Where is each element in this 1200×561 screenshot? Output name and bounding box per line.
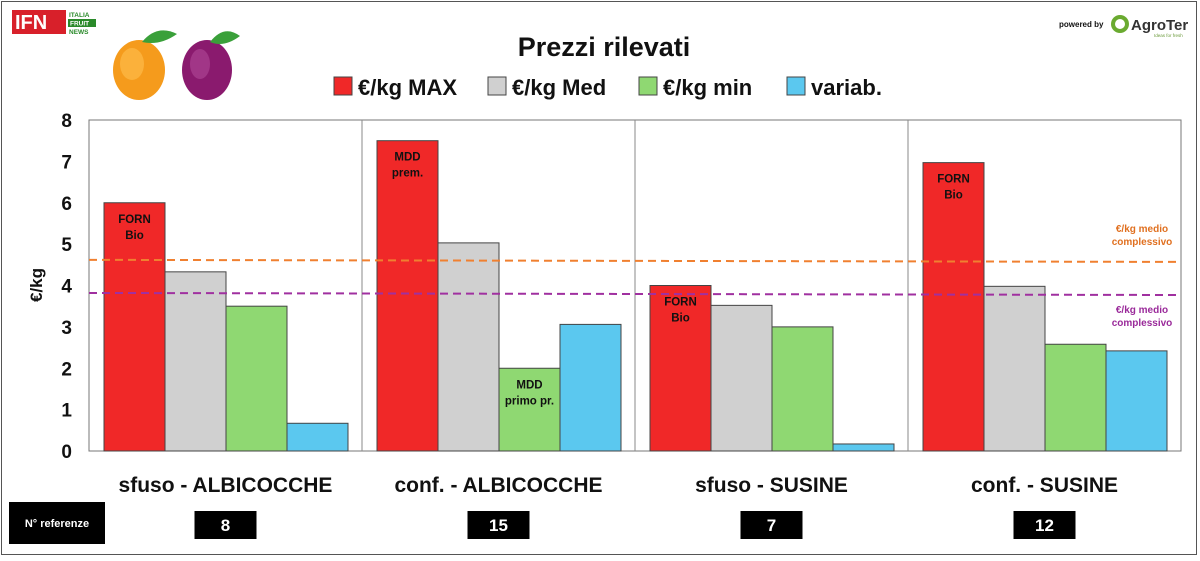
fruit-icon <box>113 30 240 100</box>
ifn-logo: IFN ITALIA FRUIT NEWS <box>12 10 96 36</box>
y-tick-label: 4 <box>61 277 72 298</box>
reference-count: 12 <box>1035 516 1054 535</box>
average-line <box>88 258 1182 263</box>
average-label: €/kg medio <box>1116 305 1168 316</box>
plot-area: 0 1 2 3 4 5 6 7 8 sfuso - ALBICOCCHE conf. - ALBIC… <box>61 111 1182 497</box>
y-tick-label: 3 <box>61 318 72 339</box>
reference-box <box>467 511 530 539</box>
bar-annotation: FORN <box>664 297 697 309</box>
y-tick-label: 2 <box>61 359 72 380</box>
reference-count: 7 <box>767 516 776 535</box>
category-label: sfuso - ALBICOCCHE <box>119 474 333 497</box>
bar <box>710 304 773 452</box>
average-label: complessivo <box>1112 318 1173 329</box>
reference-count: 8 <box>221 516 230 535</box>
agroter-name: AgroTer <box>1131 17 1188 34</box>
legend-label: €/kg Med <box>512 75 606 100</box>
reference-box <box>740 511 803 539</box>
agroter-tagline: Ideas for fresh <box>1154 33 1183 38</box>
references-label: N° referenze <box>25 518 89 530</box>
logo-line-3: NEWS <box>69 29 89 36</box>
reference-count: 15 <box>489 516 508 535</box>
bar <box>225 305 288 452</box>
bar-annotation: prem. <box>392 168 423 180</box>
legend-label: €/kg MAX <box>358 75 457 100</box>
logo-line-1: ITALIA <box>69 12 90 19</box>
y-tick-label: 8 <box>61 111 72 132</box>
bar <box>437 242 500 452</box>
legend-label: variab. <box>811 75 882 100</box>
bar-annotation: Bio <box>671 313 690 325</box>
legend-label: €/kg min <box>663 75 752 100</box>
average-line <box>88 291 1182 297</box>
bar-annotation: MDD <box>394 152 420 164</box>
bar <box>771 326 834 452</box>
bar <box>559 323 622 452</box>
chart-title: Prezzi rilevati <box>518 32 691 62</box>
chart-legend: €/kg MAX €/kg Med €/kg min variab. <box>333 75 882 100</box>
average-label: complessivo <box>1112 237 1173 248</box>
bar <box>103 202 166 452</box>
bar-annotation: FORN <box>118 214 151 226</box>
bar <box>286 422 349 452</box>
y-tick-label: 5 <box>61 235 72 256</box>
reference-box <box>194 511 257 539</box>
bar <box>832 443 895 452</box>
category-label: sfuso - SUSINE <box>695 474 848 497</box>
reference-box <box>1013 511 1076 539</box>
bar <box>1105 350 1168 452</box>
bar-annotation: Bio <box>125 230 144 242</box>
bar-annotation: FORN <box>937 174 970 186</box>
y-tick-label: 0 <box>61 442 72 463</box>
y-axis-label: €/kg <box>27 268 46 302</box>
y-tick-label: 7 <box>61 152 72 173</box>
category-label: conf. - ALBICOCCHE <box>394 474 602 497</box>
bar-annotation: primo pr. <box>505 395 554 407</box>
logo-ifn-text: IFN <box>15 12 47 34</box>
y-tick-label: 6 <box>61 194 72 215</box>
legend-swatch <box>487 76 507 96</box>
y-tick-label: 1 <box>61 401 72 422</box>
bar <box>1044 343 1107 452</box>
average-label: €/kg medio <box>1116 224 1168 235</box>
legend-swatch <box>333 76 353 96</box>
references-label-box <box>9 502 105 544</box>
powered-by-text: powered by <box>1059 20 1104 29</box>
bar <box>983 285 1046 452</box>
bar-annotation: Bio <box>944 190 963 202</box>
category-label: conf. - SUSINE <box>971 474 1118 497</box>
legend-swatch <box>638 76 658 96</box>
bar-annotation: MDD <box>516 379 542 391</box>
bar <box>922 162 985 452</box>
references-row: N° referenze 8 15 7 12 <box>9 502 1076 544</box>
bar <box>164 271 227 452</box>
agroter-logo: AgroTer Ideas for fresh <box>1111 15 1188 38</box>
bar <box>376 140 439 452</box>
bar <box>498 367 561 452</box>
bar <box>649 285 712 452</box>
logo-line-2: FRUIT <box>70 21 89 28</box>
legend-swatch <box>786 76 806 96</box>
